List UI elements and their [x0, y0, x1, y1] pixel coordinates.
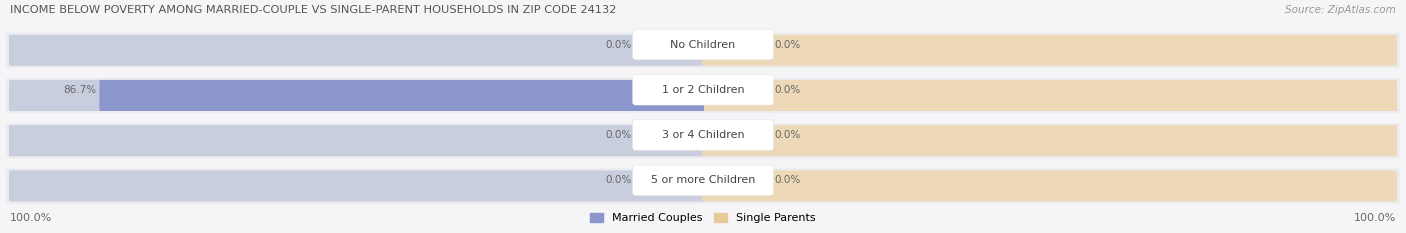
Text: 0.0%: 0.0%	[775, 175, 801, 185]
Text: 5 or more Children: 5 or more Children	[651, 175, 755, 185]
FancyBboxPatch shape	[6, 123, 1400, 158]
Text: 1 or 2 Children: 1 or 2 Children	[662, 85, 744, 95]
FancyBboxPatch shape	[633, 120, 773, 150]
FancyBboxPatch shape	[633, 165, 773, 195]
FancyBboxPatch shape	[702, 125, 1398, 156]
FancyBboxPatch shape	[6, 78, 1400, 113]
FancyBboxPatch shape	[8, 80, 704, 111]
FancyBboxPatch shape	[702, 170, 1398, 202]
Text: 0.0%: 0.0%	[605, 175, 631, 185]
Legend: Married Couples, Single Parents: Married Couples, Single Parents	[586, 208, 820, 227]
FancyBboxPatch shape	[8, 125, 704, 156]
Text: 0.0%: 0.0%	[605, 130, 631, 140]
Text: 100.0%: 100.0%	[1354, 213, 1396, 223]
FancyBboxPatch shape	[8, 35, 704, 66]
Text: 100.0%: 100.0%	[10, 213, 52, 223]
Text: 0.0%: 0.0%	[775, 40, 801, 50]
Text: 0.0%: 0.0%	[775, 130, 801, 140]
Text: 0.0%: 0.0%	[605, 40, 631, 50]
Text: Source: ZipAtlas.com: Source: ZipAtlas.com	[1285, 5, 1396, 15]
FancyBboxPatch shape	[702, 80, 1398, 111]
Text: 3 or 4 Children: 3 or 4 Children	[662, 130, 744, 140]
Text: INCOME BELOW POVERTY AMONG MARRIED-COUPLE VS SINGLE-PARENT HOUSEHOLDS IN ZIP COD: INCOME BELOW POVERTY AMONG MARRIED-COUPL…	[10, 5, 616, 15]
FancyBboxPatch shape	[8, 170, 704, 202]
FancyBboxPatch shape	[702, 35, 1398, 66]
Text: 0.0%: 0.0%	[775, 85, 801, 95]
FancyBboxPatch shape	[6, 168, 1400, 203]
FancyBboxPatch shape	[6, 33, 1400, 68]
FancyBboxPatch shape	[633, 29, 773, 60]
Text: No Children: No Children	[671, 40, 735, 50]
FancyBboxPatch shape	[100, 80, 704, 111]
FancyBboxPatch shape	[633, 75, 773, 105]
Text: 86.7%: 86.7%	[63, 85, 97, 95]
